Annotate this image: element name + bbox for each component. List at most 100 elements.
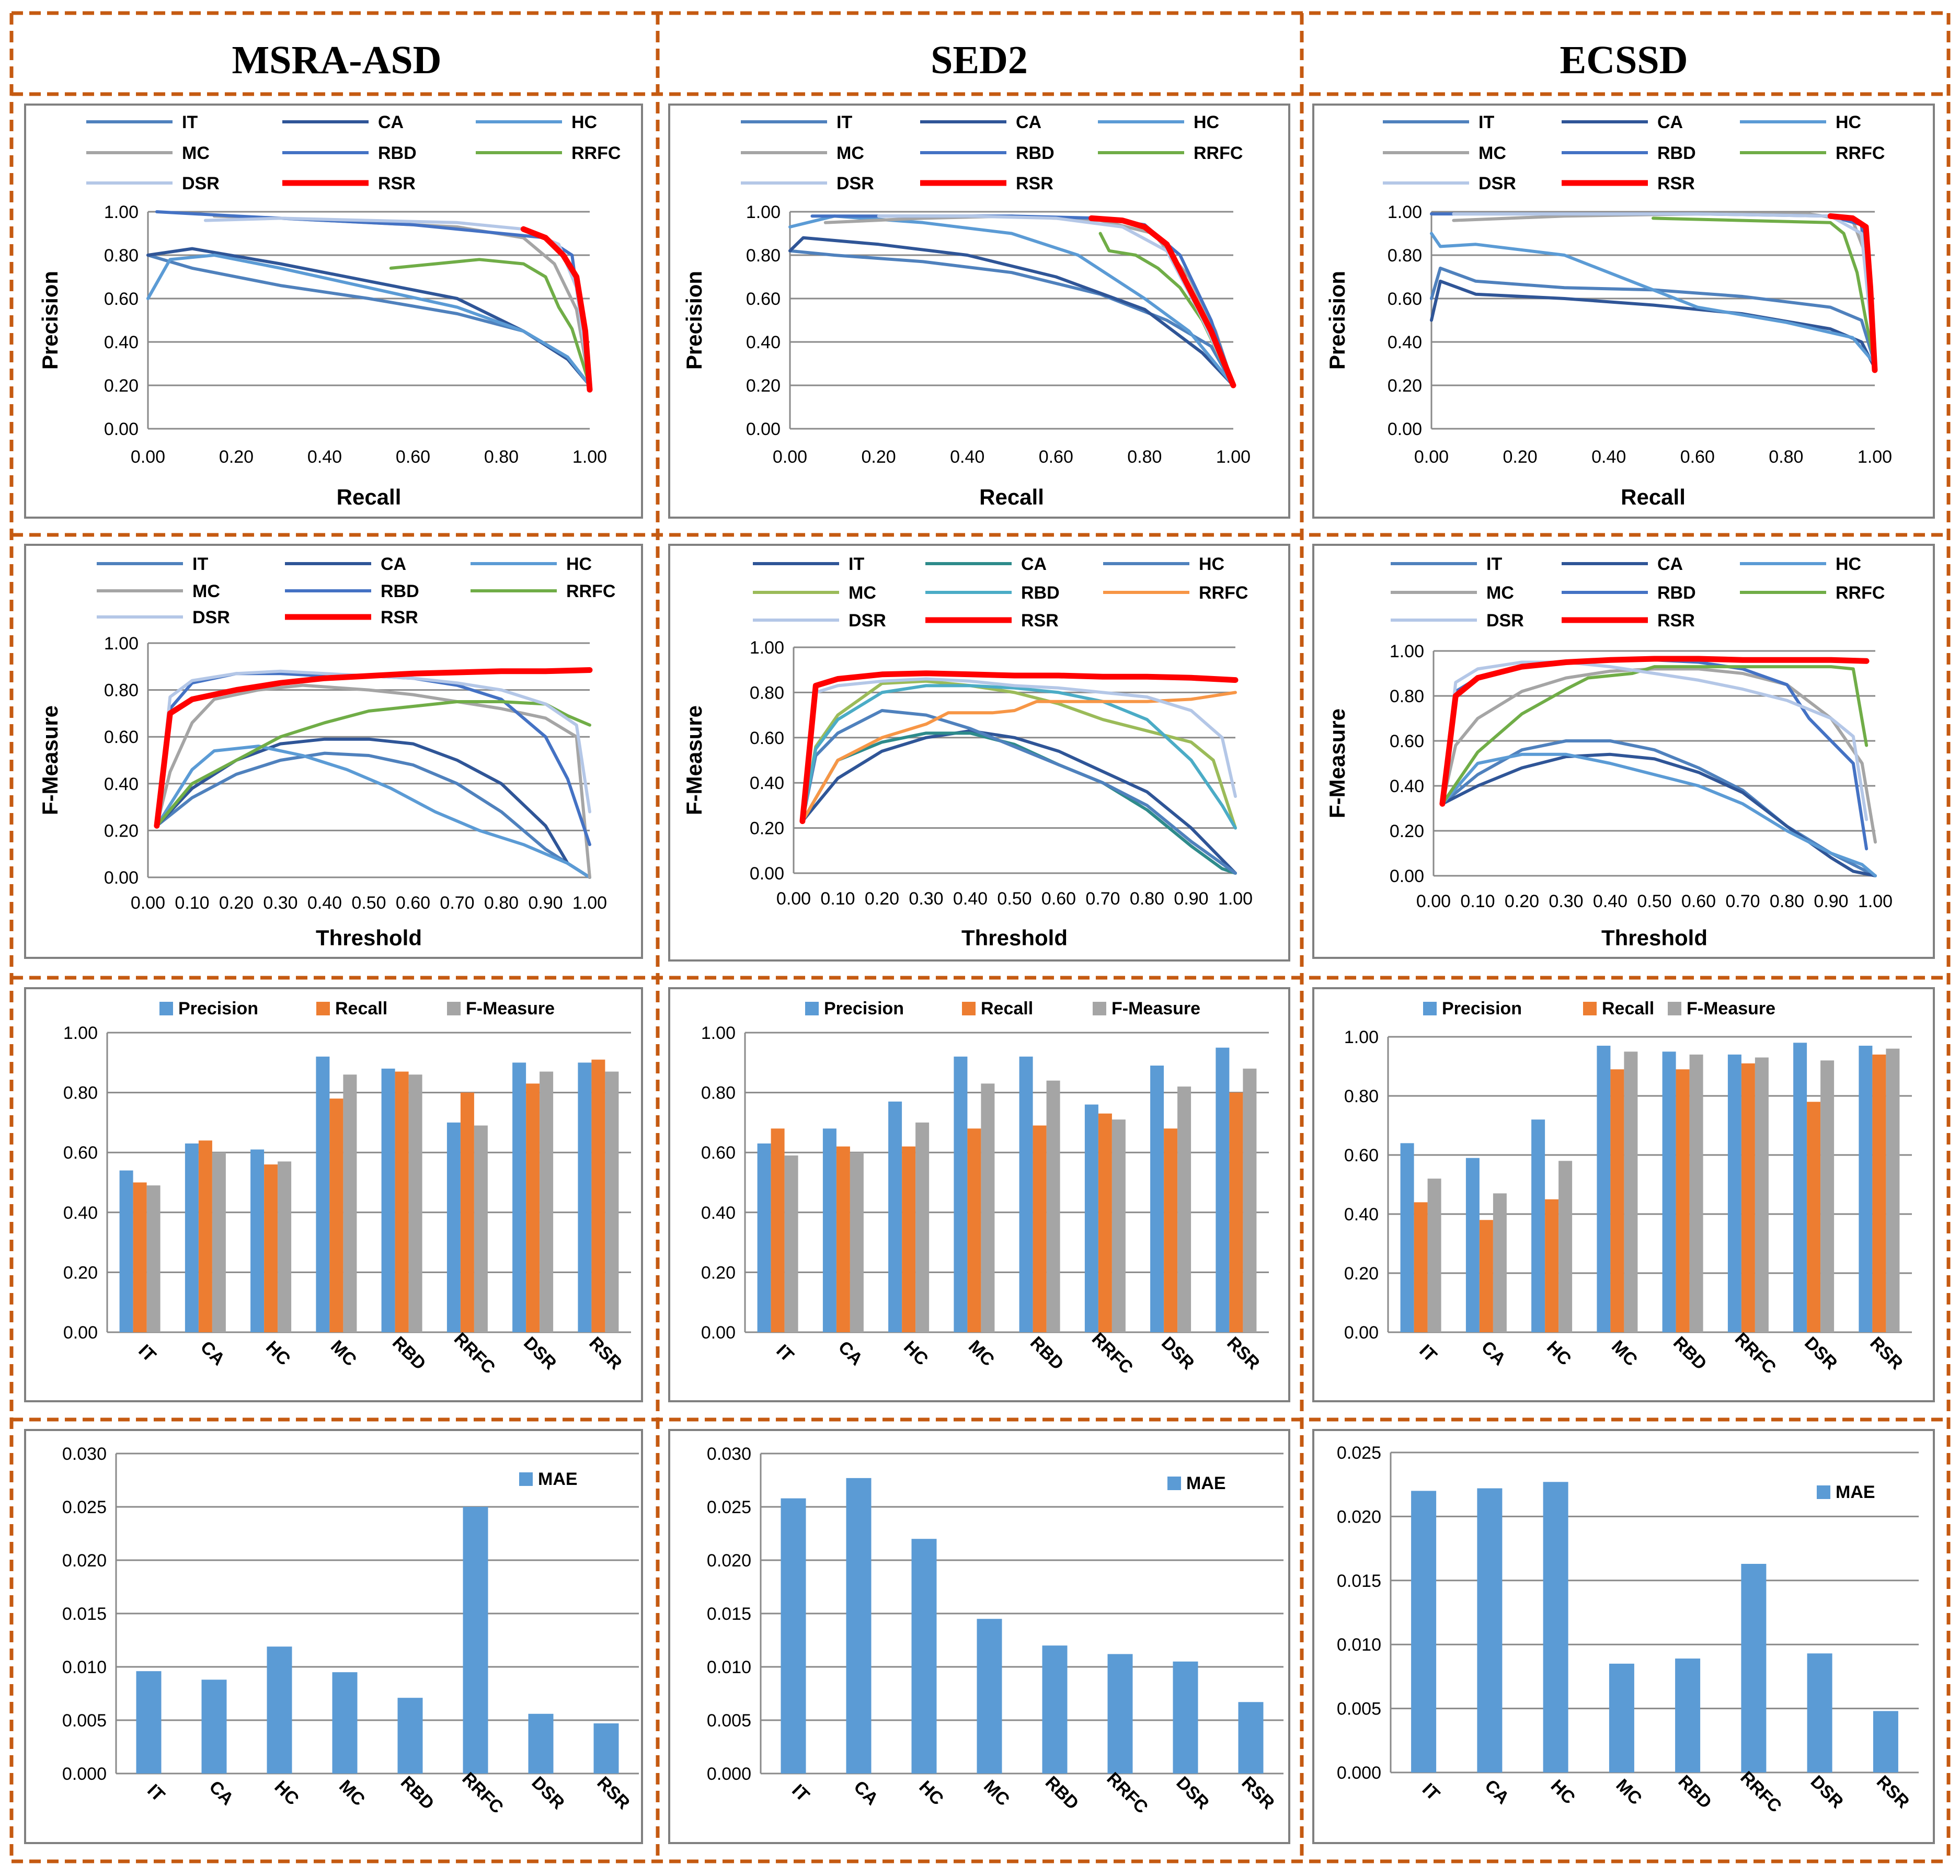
bar-f-measure-rbd <box>1046 1080 1060 1332</box>
chart-pr_msra: 0.00 0.20 0.40 0.60 0.80 1.00 0.00 0.20 0.40 0.60… <box>38 112 621 509</box>
bar-recall-mc <box>1610 1069 1624 1332</box>
legend-label-hc: HC <box>1836 554 1861 574</box>
y-tick-label: 0.00 <box>104 419 139 439</box>
legend-swatch-f-measure <box>1668 1002 1681 1015</box>
bar-f-measure-ca <box>1493 1193 1507 1332</box>
bar-f-measure-rsr <box>605 1071 619 1332</box>
series-line-rrfc <box>800 691 1237 823</box>
x-tick-label: 0.00 <box>776 889 811 909</box>
bar-precision-rrfc <box>1727 1054 1741 1332</box>
y-tick-label: 0.40 <box>1388 333 1422 352</box>
x-tick-label: 0.40 <box>1593 891 1627 911</box>
dashed-grid-frame <box>9 11 1951 1863</box>
y-axis-title: F-Measure <box>682 705 706 815</box>
legend-label-rrfc: RRFC <box>571 143 621 163</box>
header-ecssd: ECSSD <box>1560 38 1688 82</box>
x-tick-label: 1.00 <box>1216 447 1251 467</box>
panel-box <box>668 104 1290 519</box>
y-tick-label: 0.80 <box>701 1083 736 1103</box>
legend-label-it: IT <box>1486 554 1502 574</box>
y-tick-label: 0.80 <box>746 246 781 266</box>
bar-precision-dsr <box>1793 1043 1807 1332</box>
bar-f-measure-dsr <box>540 1071 554 1332</box>
legend-label-rsr: RSR <box>378 174 416 193</box>
y-tick-label: 0.00 <box>104 868 139 888</box>
bar-recall-dsr <box>1807 1102 1821 1332</box>
bar-recall-ca <box>198 1140 212 1332</box>
series-line-rrfc <box>1652 216 1876 365</box>
y-tick-label: 0.010 <box>62 1657 107 1677</box>
series-line-dsr <box>1452 212 1876 365</box>
series-line-ca <box>788 236 1235 387</box>
x-axis-title: Threshold <box>316 925 422 950</box>
series-line-rsr <box>799 670 1239 825</box>
x-tick-label: 0.80 <box>1130 889 1164 909</box>
y-tick-label: 1.00 <box>1390 642 1424 661</box>
bar-f-measure-dsr <box>1177 1086 1191 1332</box>
y-tick-label: 0.60 <box>1390 731 1424 751</box>
bar-mae-ca <box>1477 1488 1503 1772</box>
bar-mae-ca <box>201 1679 227 1774</box>
series-line-rrfc <box>389 258 591 387</box>
bar-precision-rbd <box>1662 1051 1676 1333</box>
legend-label-mae: MAE <box>538 1469 578 1489</box>
bar-precision-ca <box>185 1143 199 1332</box>
bar-precision-ca <box>1465 1158 1480 1332</box>
x-tick-label: 0.60 <box>396 893 430 913</box>
bar-precision-rbd <box>1019 1056 1033 1332</box>
y-tick-label: 0.00 <box>1344 1323 1379 1343</box>
legend-label-mae: MAE <box>1186 1473 1226 1493</box>
bar-f-measure-rsr <box>1886 1048 1900 1332</box>
x-tick-label: 1.00 <box>572 447 607 467</box>
bar-precision-dsr <box>1150 1066 1164 1332</box>
x-tick-label: 0.90 <box>1174 889 1208 909</box>
bar-precision-hc <box>250 1149 265 1332</box>
series-line-mc <box>800 679 1237 830</box>
bar-f-measure-rsr <box>1243 1068 1257 1332</box>
legend-label-dsr: DSR <box>1478 174 1516 193</box>
bar-f-measure-hc <box>1558 1161 1573 1332</box>
legend-label-precision: Precision <box>1442 999 1522 1019</box>
x-tick-label: 0.20 <box>1505 891 1539 911</box>
x-tick-label: 0.80 <box>484 893 519 913</box>
y-tick-label: 0.80 <box>1388 246 1422 266</box>
bar-mae-rrfc <box>463 1507 488 1774</box>
panel-box <box>24 544 643 959</box>
legend-label-rrfc: RRFC <box>566 581 615 601</box>
legend-label-hc: HC <box>1199 554 1224 574</box>
bar-recall-ca <box>836 1146 850 1332</box>
x-tick-label: 0.80 <box>1769 447 1803 467</box>
chart-fm_sed2: 0.00 0.20 0.40 0.60 0.80 1.00 0.00 0.10 0.20 0.30… <box>682 554 1253 950</box>
y-tick-label: 0.60 <box>750 728 784 748</box>
bar-recall-it <box>771 1128 785 1332</box>
bar-mae-rsr <box>593 1723 619 1774</box>
y-tick-label: 0.20 <box>746 376 781 396</box>
x-axis-title: Threshold <box>1601 925 1707 950</box>
legend-label-recall: Recall <box>1602 999 1654 1019</box>
bar-recall-hc <box>1545 1199 1559 1333</box>
x-tick-label: 0.30 <box>909 889 943 909</box>
bar-mae-rbd <box>1675 1658 1701 1772</box>
y-tick-label: 1.00 <box>746 202 781 222</box>
bar-mae-mc <box>1609 1663 1634 1772</box>
legend-label-dsr: DSR <box>1486 611 1524 631</box>
chart-pr_sed2: 0.00 0.20 0.40 0.60 0.80 1.00 0.00 0.20 0.40 0.60… <box>682 112 1251 509</box>
bar-mae-mc <box>977 1619 1002 1774</box>
y-tick-label: 0.20 <box>104 376 139 396</box>
legend-label-rbd: RBD <box>378 143 417 163</box>
bar-recall-rbd <box>1676 1069 1690 1332</box>
y-tick-label: 0.015 <box>707 1604 751 1624</box>
y-tick-label: 0.00 <box>746 419 781 439</box>
series-line-rbd <box>155 210 591 387</box>
bar-mae-rsr <box>1873 1711 1898 1772</box>
legend-label-rsr: RSR <box>1657 611 1695 631</box>
y-tick-label: 1.00 <box>104 634 139 654</box>
panel-box <box>1312 104 1935 519</box>
x-tick-label: 0.60 <box>1041 889 1076 909</box>
bar-mae-mc <box>332 1672 358 1774</box>
bar-mae-rrfc <box>1107 1654 1133 1774</box>
legend-label-rsr: RSR <box>1657 174 1695 193</box>
